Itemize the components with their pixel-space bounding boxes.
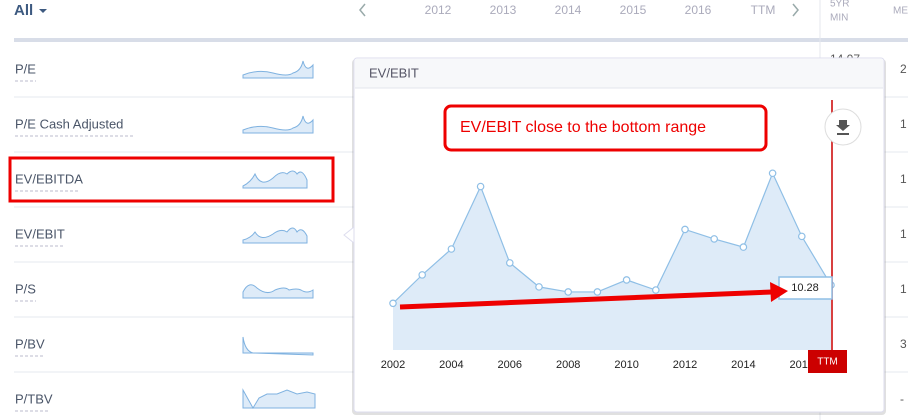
median-value: 1 [900, 282, 907, 296]
column-header: 5YR [830, 0, 849, 10]
metric-label[interactable]: P/S [15, 281, 36, 296]
next-arrow[interactable] [792, 3, 799, 17]
point [418, 271, 427, 279]
popup-header [355, 59, 883, 88]
median-value: 1 [900, 227, 907, 241]
metric-label[interactable]: P/TBV [15, 391, 53, 406]
annotation-text: EV/EBIT close to the bottom range [460, 119, 706, 136]
line [392, 171, 832, 304]
point [476, 182, 485, 191]
x-tick-label: 2012 [673, 359, 697, 371]
point [447, 245, 456, 253]
sparkline [242, 284, 314, 299]
sparkline [242, 336, 314, 356]
metric-label[interactable]: P/E [15, 61, 36, 76]
point [564, 288, 573, 296]
download-icon [836, 120, 850, 135]
header-rule [14, 38, 908, 42]
x-tick-label: 2010 [614, 359, 638, 371]
area [393, 173, 831, 350]
point [535, 283, 543, 291]
metric-label[interactable]: P/BV [15, 336, 45, 351]
x-tick-label: 2014 [731, 359, 755, 371]
ttm-tag [808, 350, 847, 373]
sparkline [242, 170, 308, 189]
sparkline [242, 388, 316, 409]
point [739, 243, 748, 251]
column-header: MIN [830, 13, 848, 24]
filter-dropdown[interactable]: All [14, 2, 33, 19]
median-value: 1 [900, 117, 907, 131]
annotation-arrow [399, 289, 773, 310]
metric-label[interactable]: P/E Cash Adjusted [15, 116, 123, 131]
year-header: 2012 [425, 3, 452, 17]
callout-value: 10.28 [791, 282, 819, 294]
column-header: ME [893, 6, 908, 17]
popup-title: EV/EBIT [369, 65, 419, 80]
point [768, 169, 777, 178]
median-value: 2 [900, 62, 907, 76]
point [593, 288, 602, 296]
point [710, 235, 719, 243]
x-tick-label: 2002 [381, 359, 405, 371]
point [797, 232, 806, 241]
metric-label[interactable]: EV/EBITDA [15, 171, 83, 186]
x-tick-label: 2006 [498, 359, 522, 371]
point [505, 259, 514, 267]
sparkline [242, 227, 308, 244]
metric-label[interactable]: EV/EBIT [15, 226, 65, 241]
median-value: - [900, 392, 904, 406]
x-tick-label: 2008 [556, 359, 580, 371]
year-header: 2013 [490, 3, 517, 17]
median-value: 3 [900, 337, 907, 351]
sparkline [242, 60, 314, 79]
point [389, 299, 397, 308]
sparkline [242, 115, 314, 134]
prev-arrow[interactable] [359, 3, 366, 17]
x-tick-label: 2004 [439, 359, 463, 371]
point [681, 225, 689, 234]
popup: EV/EBIT 2002 2004 2006 2008 2010 2012 2014 2016 T… [343, 57, 886, 415]
highlight-box [8, 156, 335, 203]
popup-pointer [343, 225, 355, 245]
dropdown-caret [39, 9, 47, 13]
median-value: 1 [900, 172, 907, 186]
year-header: 2014 [555, 3, 582, 17]
x-tick-label: 2016 [790, 359, 814, 371]
annotation-box [443, 104, 768, 152]
point [651, 286, 660, 294]
year-header: TTM [751, 3, 776, 17]
ttm-label: TTM [817, 357, 838, 368]
year-header: 2016 [685, 3, 712, 17]
year-header: 2015 [620, 3, 647, 17]
point [622, 276, 631, 284]
arrow-head [770, 282, 788, 302]
